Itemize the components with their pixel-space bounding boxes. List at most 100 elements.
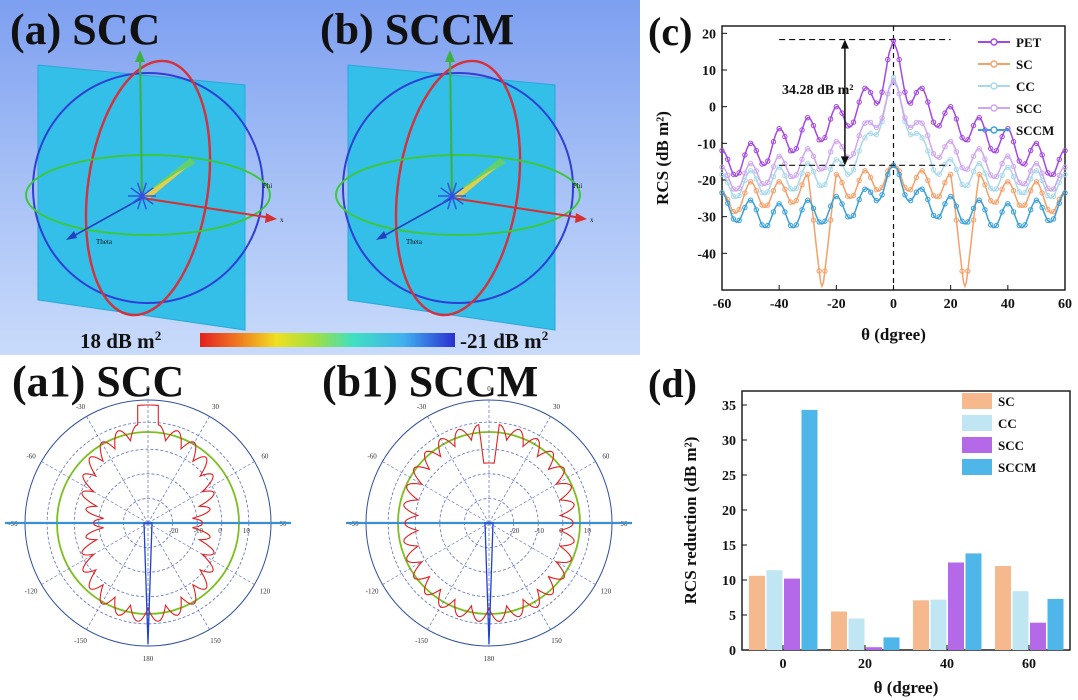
series-point-pet [810,122,817,129]
polar-angle-label: 150 [551,637,562,645]
series-point-scc [850,151,857,157]
polar-angle-label: 60 [602,453,610,461]
series-point-pet [993,148,1000,154]
panel-label-a: (a) SCC [10,5,161,54]
series-point-pet [885,56,891,63]
series-point-sc [759,202,765,208]
legend-swatch-cc [962,415,992,431]
x-tick-label: -20 [827,297,846,312]
series-point-sccm [799,207,805,213]
polar-spoke [488,522,596,585]
series-point-sccm [885,171,891,178]
series-point-sc [1039,190,1045,196]
series-point-sccm [833,193,840,200]
polar-pattern-curve [403,423,575,622]
series-point-sc [925,177,931,184]
polar-spoke [488,461,596,524]
side-lobe-spike [447,182,453,197]
series-point-scc [1033,160,1040,167]
series-point-sc [850,192,857,199]
series-point-sc [845,193,851,199]
legend-label-scc: SCC [1016,101,1042,116]
series-point-scc [970,153,977,159]
polar-spoke [86,522,149,630]
polar-spoke [488,522,551,630]
pattern-3d-scc: x Theta Phi [25,50,284,331]
series-point-sccm [919,186,925,192]
polar-angle-label: 0 [487,385,491,393]
series-point-scc [930,151,937,157]
series-point-pet [947,103,954,110]
x-tick-label: 20 [858,657,872,672]
polar-pattern-scc: 0306090120150180-150-120-90-60-30100-10-… [5,385,291,663]
series-point-pet [1033,140,1040,147]
polar-angle-label: -150 [415,637,428,645]
phi-label: Phi [573,182,582,190]
series-point-sccm [730,216,737,222]
legend-swatch-scc [962,437,992,453]
series-point-sc [765,202,771,208]
rcs-reduction-bar-chart: 0 5 10 15 20 25 30 35 0 20 40 60 θ (dgree) RCS reduct… [681,390,1071,697]
x-tick-label: 60 [1022,657,1036,672]
bar-scc-40 [948,562,964,650]
series-point-scc [902,115,908,121]
series-point-cc [913,130,920,137]
series-point-pet [833,103,840,110]
y-axis-arrow [376,231,387,240]
polar-angle-label: 180 [143,655,154,663]
series-point-scc [885,91,891,97]
side-lobe-spike [130,187,143,197]
polar-pattern-sccm: 0306090120150180-150-120-90-60-30100-10-… [346,385,632,663]
series-point-cc [993,186,1000,192]
series-point-sc [776,179,782,185]
series-point-scc [1010,163,1017,170]
bar-sc-60 [995,566,1011,650]
annotation-arrow-head-up [840,39,849,49]
series-point-cc [747,168,754,174]
theta-label: Theta [96,238,113,246]
y-tick-label: 0 [709,101,716,116]
polar-angle-label: 30 [212,403,220,411]
series-point-cc [833,157,840,163]
series-point-pet [925,99,931,105]
series-point-sc [782,186,788,192]
series-point-pet [776,125,782,132]
series-point-scc [873,124,880,131]
series-point-sc [982,182,988,188]
x-tick-label: -40 [770,297,789,312]
series-point-sccm [1050,216,1057,222]
side-lobe-spike [451,195,457,210]
sphere-equator-green [335,154,581,236]
series-point-pet [976,114,982,121]
x-tick-label: -60 [713,297,732,312]
series-point-cc [959,181,965,188]
series-point-sccm [993,222,1000,229]
bar-sccm-60 [1047,598,1064,650]
y-axis [379,197,453,239]
series-point-pet [793,145,800,152]
series-point-scc [1056,172,1062,179]
series-point-scc [879,115,885,121]
series-point-sccm [1045,217,1051,224]
x-axis-arrow [575,213,587,223]
polar-angle-label: 120 [260,588,271,596]
series-point-scc [759,181,765,187]
side-lobe-spike [141,195,154,205]
series-point-pet [827,116,834,122]
polar-angle-label: -150 [74,637,87,645]
polar-spoke [147,416,210,524]
z-axis [139,54,143,199]
series-point-scc [947,138,954,145]
series-point-cc [919,135,925,141]
side-lobe-spike [137,182,143,197]
series-point-pet [936,123,942,129]
polar-spoke [427,416,490,524]
bar-sccm-0 [801,409,818,650]
series-point-sccm [925,196,931,203]
x-tick-label: 40 [1001,297,1015,312]
bar-scc-0 [784,578,800,650]
series-point-sccm [947,193,954,200]
bar-sccm-20 [883,637,900,650]
y-axis [69,197,143,239]
series-point-scc [862,120,868,126]
